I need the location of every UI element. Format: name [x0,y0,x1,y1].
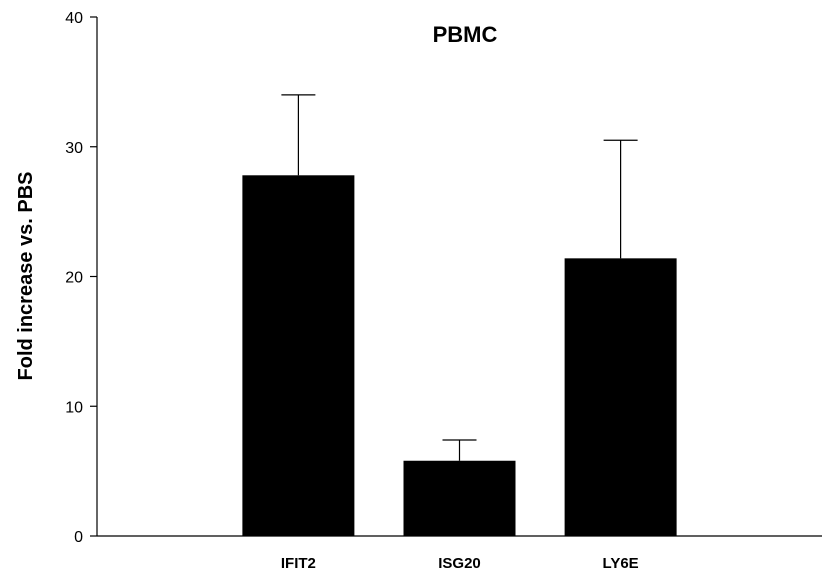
chart-title: PBMC [433,22,498,47]
bar [564,258,677,536]
error-bars [281,94,638,461]
y-tick-label: 30 [65,140,83,157]
x-tick-label: LY6E [603,555,639,572]
x-tick-label: IFIT2 [281,555,316,572]
y-tick-label: 40 [65,10,83,27]
bar [403,460,516,536]
y-tick-label: 20 [65,270,83,287]
axes [90,16,822,537]
y-tick-label: 0 [74,529,83,546]
x-tick-label: ISG20 [438,555,481,572]
y-axis-title: Fold increase vs. PBS [15,172,37,381]
bars [242,175,677,537]
y-tick-label: 10 [65,399,83,416]
axis-labels: 0 10 20 30 40 IFIT2 ISG20 LY6E [65,10,638,572]
bar [242,175,355,537]
